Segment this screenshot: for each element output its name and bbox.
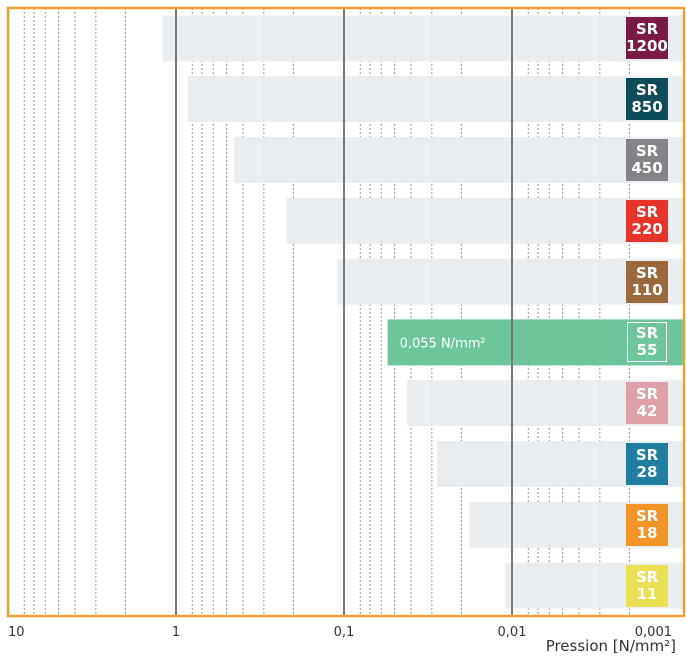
x-tick-label: 1 (172, 625, 180, 640)
x-axis-label: Pression [N/mm²] (546, 637, 676, 655)
category-tag: SR 18 (626, 503, 668, 546)
bar (162, 15, 684, 62)
x-tick-label: 10 (8, 625, 25, 640)
bar (234, 137, 684, 183)
bar (187, 76, 685, 123)
x-tick-label: 0,001 (635, 625, 672, 640)
category-tag: SR 55 (627, 322, 667, 363)
category-tag: SR 28 (626, 443, 668, 485)
bar (286, 197, 684, 244)
x-tick-label: 0,01 (498, 625, 527, 640)
x-tick-label: 0,1 (334, 625, 355, 640)
category-tag: SR 11 (626, 564, 668, 607)
category-tag: SR 850 (626, 78, 668, 121)
category-tag: SR 110 (626, 260, 668, 303)
category-tag: SR 450 (626, 139, 668, 181)
category-tag: SR 220 (626, 199, 668, 242)
category-tag: SR 1200 (626, 17, 668, 60)
category-tag: SR 42 (626, 382, 668, 425)
plot-frame (6, 6, 686, 618)
value-label: 0,055 N/mm² (400, 336, 486, 351)
